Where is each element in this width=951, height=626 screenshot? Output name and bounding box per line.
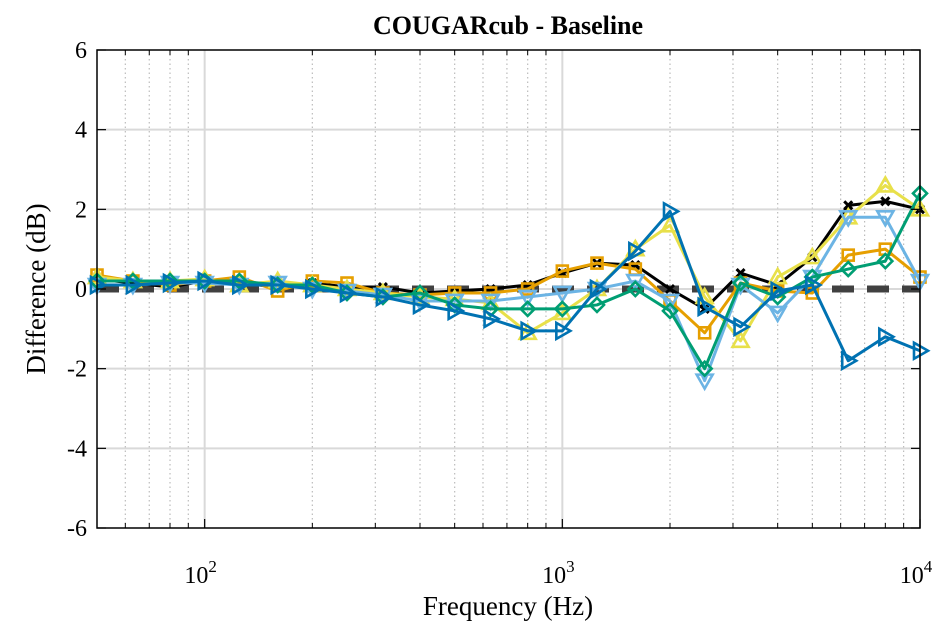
y-tick-label: 0 bbox=[75, 277, 87, 303]
data-point bbox=[125, 274, 144, 296]
data-point bbox=[553, 300, 572, 318]
data-point bbox=[662, 201, 681, 222]
data-point bbox=[837, 210, 859, 228]
data-point bbox=[661, 302, 679, 320]
data-point bbox=[664, 283, 676, 295]
data-point bbox=[483, 308, 502, 330]
data-point bbox=[735, 268, 746, 279]
data-point bbox=[517, 289, 538, 308]
x-tick-label: 103 bbox=[542, 557, 575, 589]
y-tick-label: 4 bbox=[75, 118, 87, 144]
data-point bbox=[802, 246, 823, 265]
data-point bbox=[589, 278, 608, 300]
y-tick-label: -2 bbox=[67, 357, 87, 383]
data-point bbox=[447, 300, 466, 322]
series-layer bbox=[86, 174, 931, 392]
data-point bbox=[876, 252, 895, 270]
data-point bbox=[880, 196, 891, 207]
data-point bbox=[520, 282, 535, 296]
data-point bbox=[339, 282, 358, 304]
data-point bbox=[518, 300, 537, 318]
data-point bbox=[695, 359, 714, 378]
data-point bbox=[730, 330, 751, 349]
data-point bbox=[626, 280, 645, 298]
y-tick-label: -4 bbox=[67, 436, 87, 462]
data-point bbox=[875, 210, 896, 228]
data-point bbox=[767, 266, 788, 285]
data-point bbox=[480, 293, 501, 312]
data-point bbox=[375, 286, 394, 308]
data-point bbox=[731, 274, 750, 292]
data-point bbox=[372, 282, 394, 301]
series-6 bbox=[89, 201, 931, 371]
data-point bbox=[659, 293, 681, 312]
data-point bbox=[770, 280, 789, 302]
data-point bbox=[697, 296, 716, 318]
y-tick-label: 2 bbox=[75, 197, 87, 223]
data-point bbox=[270, 274, 289, 296]
data-point bbox=[767, 305, 788, 324]
data-point bbox=[625, 273, 646, 292]
x-tick-label: 104 bbox=[900, 557, 933, 589]
y-tick-label: -6 bbox=[67, 516, 87, 542]
data-point bbox=[590, 256, 604, 270]
data-point bbox=[555, 264, 570, 278]
data-point bbox=[162, 272, 181, 294]
data-point bbox=[628, 240, 646, 262]
data-point bbox=[552, 285, 573, 304]
data-point bbox=[839, 260, 858, 278]
data-point bbox=[412, 294, 431, 316]
data-point bbox=[555, 320, 573, 342]
data-point bbox=[588, 296, 606, 314]
data-point bbox=[878, 326, 896, 348]
data-point bbox=[697, 326, 712, 340]
ticks: 102 103 104 -6 -4 -2 0 2 4 6 bbox=[67, 38, 933, 589]
data-point bbox=[197, 270, 216, 292]
data-point bbox=[481, 300, 500, 318]
data-point bbox=[232, 274, 250, 296]
data-point bbox=[805, 274, 823, 296]
data-point bbox=[520, 320, 539, 342]
x-axis-label: Frequency (Hz) bbox=[423, 591, 593, 621]
data-point bbox=[305, 278, 323, 300]
x-tick-label: 102 bbox=[184, 557, 217, 589]
data-point bbox=[336, 278, 358, 297]
data-point bbox=[267, 270, 288, 289]
data-point bbox=[483, 286, 498, 300]
data-point bbox=[875, 174, 896, 193]
data-point bbox=[733, 316, 752, 338]
data-point bbox=[840, 350, 859, 371]
data-point bbox=[912, 340, 931, 361]
y-tick-label: 6 bbox=[75, 38, 87, 64]
data-point bbox=[843, 200, 854, 211]
y-axis-label: Difference (dB) bbox=[21, 203, 51, 374]
chart-title: COUGARcub - Baseline bbox=[373, 11, 643, 40]
